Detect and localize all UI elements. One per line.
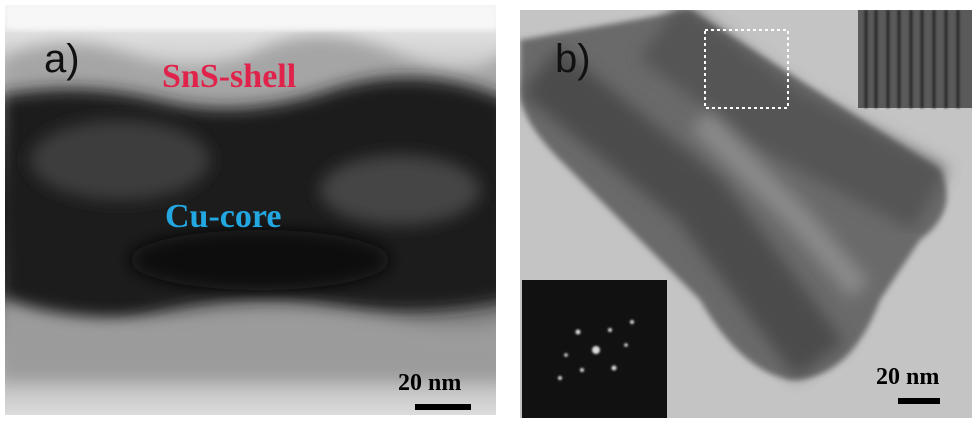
figure: a) SnS-shell Cu-core 20 nm	[0, 0, 975, 421]
panel-label: b)	[555, 37, 591, 81]
page: a) SnS-shell Cu-core 20 nm	[0, 0, 975, 421]
scale-bar	[898, 398, 940, 404]
scale-bar	[415, 404, 471, 410]
inset-lattice	[858, 10, 972, 108]
scale-bar-label: 20 nm	[398, 370, 461, 396]
annotation: SnS-shell	[162, 58, 296, 95]
panel-label: a)	[44, 37, 80, 81]
annotation: Cu-core	[165, 198, 281, 235]
scale-bar-label: 20 nm	[876, 364, 939, 390]
inset-fft	[522, 280, 667, 418]
